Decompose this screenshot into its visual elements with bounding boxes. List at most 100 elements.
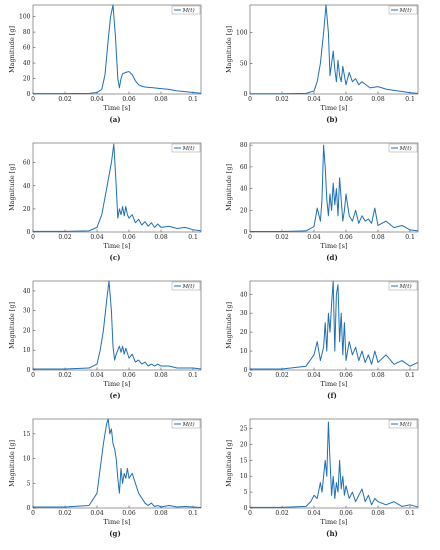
x-tick-label: 0.06 <box>122 510 136 517</box>
x-tick-label: 0.04 <box>90 510 104 517</box>
x-tick-label: 0 <box>248 510 252 517</box>
legend-box <box>388 5 418 15</box>
legend-label: M(t) <box>399 7 412 14</box>
x-tick-label: 0.08 <box>371 372 385 379</box>
x-tick-label: 0.02 <box>58 234 72 241</box>
x-tick-label: 0 <box>248 234 252 241</box>
x-tick-label: 0.08 <box>154 96 168 103</box>
legend-label: M(t) <box>182 7 195 14</box>
x-tick-label: 0.06 <box>122 96 136 103</box>
plot-frame <box>249 142 419 233</box>
y-axis-label: Magnitude [g] <box>225 302 233 349</box>
x-tick-label: 0.02 <box>275 96 289 103</box>
y-tick-label: 15 <box>23 431 31 438</box>
x-tick-label: 0.1 <box>188 510 198 517</box>
plot-frame <box>249 418 419 509</box>
x-tick-label: 0 <box>31 510 35 517</box>
y-tick-label: 0 <box>27 91 31 98</box>
x-axis-label: Time [s] <box>104 104 131 112</box>
x-tick-label: 0.08 <box>371 234 385 241</box>
y-tick-label: 15 <box>240 457 248 464</box>
plot-frame <box>249 280 419 371</box>
x-tick-label: 0.02 <box>58 372 72 379</box>
y-tick-label: 80 <box>23 29 31 36</box>
x-tick-label: 0.06 <box>339 372 353 379</box>
y-axis-label: Magnitude [g] <box>8 164 16 211</box>
x-tick-label: 0.04 <box>307 234 321 241</box>
chart-panel: 0 0.02 0.04 0.06 0.08 0.1 0 20 40 60 M(t) Time [s] M… <box>8 142 202 262</box>
plot-frame <box>32 142 202 233</box>
y-tick-label: 10 <box>23 456 31 463</box>
x-tick-label: 0.08 <box>154 372 168 379</box>
y-tick-label: 0 <box>244 91 248 98</box>
x-tick-label: 0.08 <box>371 510 385 517</box>
y-tick-label: 60 <box>240 164 248 171</box>
y-tick-label: 0 <box>244 229 248 236</box>
y-tick-label: 20 <box>23 76 31 83</box>
series-line <box>250 421 419 508</box>
y-tick-label: 40 <box>23 60 31 67</box>
y-tick-label: 40 <box>23 288 31 295</box>
y-tick-label: 0 <box>244 367 248 374</box>
legend-box <box>388 143 418 153</box>
chart-panel: 0 0.02 0.04 0.06 0.08 0.1 0 50 100 M(t) Time [s] Ma… <box>225 4 419 124</box>
x-axis-label: Time [s] <box>104 380 131 388</box>
y-tick-label: 30 <box>23 308 31 315</box>
x-tick-label: 0 <box>248 372 252 379</box>
series-line <box>33 418 202 509</box>
y-tick-label: 20 <box>23 327 31 334</box>
plot-frame <box>249 4 419 95</box>
legend-box <box>171 143 201 153</box>
legend-box <box>388 281 418 291</box>
legend-label: M(t) <box>399 283 412 290</box>
x-tick-label: 0.08 <box>154 510 168 517</box>
y-axis-label: Magnitude [g] <box>225 440 233 487</box>
x-tick-label: 0.06 <box>122 234 136 241</box>
panel-label: (g) <box>109 529 121 538</box>
legend-box <box>388 419 418 429</box>
y-tick-label: 40 <box>240 291 248 298</box>
y-tick-label: 0 <box>27 229 31 236</box>
chart-panel: 0 0.02 0.04 0.06 0.08 0.1 0 20 40 60 80 100 M(t) Time… <box>8 4 202 124</box>
x-tick-label: 0.1 <box>405 372 415 379</box>
x-tick-label: 0 <box>31 234 35 241</box>
chart-panel: 0 0.02 0.04 0.06 0.08 0.1 0 5 10 15 M(t) Time [s] Ma… <box>8 418 202 538</box>
series-line <box>33 4 202 95</box>
legend-box <box>171 5 201 15</box>
x-tick-label: 0 <box>31 372 35 379</box>
x-tick-label: 0.1 <box>188 96 198 103</box>
y-axis-label: Magnitude [g] <box>8 440 16 487</box>
plot-frame <box>32 280 202 371</box>
x-tick-label: 0.04 <box>90 96 104 103</box>
y-tick-label: 40 <box>23 183 31 190</box>
x-tick-label: 0.02 <box>58 510 72 517</box>
legend-label: M(t) <box>182 145 195 152</box>
y-tick-label: 0 <box>244 505 248 512</box>
chart-panel: 0 0.02 0.04 0.06 0.08 0.1 0 5 10 15 20 25 M(t) Time [… <box>225 418 419 538</box>
y-tick-label: 5 <box>27 480 31 487</box>
x-tick-label: 0.02 <box>275 510 289 517</box>
y-tick-label: 25 <box>240 426 248 433</box>
x-tick-label: 0.04 <box>307 372 321 379</box>
chart-panel: 0 0.02 0.04 0.06 0.08 0.1 0 20 40 60 80 M(t) Time [s… <box>225 142 419 262</box>
series-line <box>33 143 202 232</box>
x-axis-label: Time [s] <box>321 104 348 112</box>
y-tick-label: 5 <box>244 489 248 496</box>
y-tick-label: 30 <box>240 310 248 317</box>
y-tick-label: 0 <box>27 367 31 374</box>
y-axis-label: Magnitude [g] <box>225 164 233 211</box>
x-tick-label: 0 <box>248 96 252 103</box>
x-tick-label: 0.02 <box>275 234 289 241</box>
y-tick-label: 80 <box>240 142 248 149</box>
panel-label: (a) <box>109 115 120 124</box>
x-axis-label: Time [s] <box>321 242 348 250</box>
x-tick-label: 0.02 <box>275 372 289 379</box>
panel-label: (f) <box>327 391 337 400</box>
series-line <box>250 144 419 232</box>
panel-label: (c) <box>110 253 121 262</box>
x-tick-label: 0.1 <box>405 234 415 241</box>
y-tick-label: 50 <box>240 60 248 67</box>
y-tick-label: 60 <box>23 160 31 167</box>
x-axis-label: Time [s] <box>321 518 348 526</box>
y-tick-label: 0 <box>27 505 31 512</box>
